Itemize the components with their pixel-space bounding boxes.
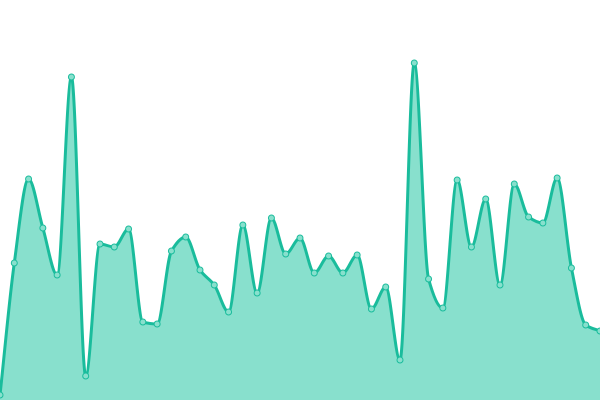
data-point: [125, 225, 133, 233]
data-point: [325, 252, 333, 260]
data-point: [596, 327, 600, 335]
data-point: [53, 271, 61, 279]
data-point: [25, 175, 33, 183]
data-point: [96, 240, 104, 248]
data-point: [539, 219, 547, 227]
data-point: [282, 250, 290, 258]
data-point: [525, 213, 533, 221]
data-point: [339, 269, 347, 277]
data-point: [210, 281, 218, 289]
data-point: [225, 308, 233, 316]
data-point: [367, 305, 375, 313]
data-point: [353, 251, 361, 259]
data-point: [496, 281, 504, 289]
data-points: [0, 59, 600, 399]
data-point: [153, 320, 161, 328]
data-point: [467, 243, 475, 251]
data-point: [167, 247, 175, 255]
data-point: [382, 283, 390, 291]
data-point: [425, 275, 433, 283]
data-point: [239, 221, 247, 229]
data-point: [310, 269, 318, 277]
data-point: [139, 318, 147, 326]
data-point: [196, 266, 204, 274]
data-point: [253, 289, 261, 297]
data-point: [453, 176, 461, 184]
data-point: [482, 195, 490, 203]
data-point: [296, 234, 304, 242]
data-point: [0, 391, 4, 399]
data-point: [396, 356, 404, 364]
data-point: [82, 372, 90, 380]
data-point: [67, 73, 75, 81]
data-point: [182, 233, 190, 241]
area-fill: [0, 63, 600, 400]
data-point: [110, 243, 118, 251]
data-point: [510, 180, 518, 188]
data-point: [567, 264, 575, 272]
data-point: [553, 174, 561, 182]
data-point: [267, 214, 275, 222]
data-point: [582, 321, 590, 329]
data-point: [10, 259, 18, 267]
data-point: [410, 59, 418, 67]
data-point: [39, 224, 47, 232]
data-point: [439, 304, 447, 312]
